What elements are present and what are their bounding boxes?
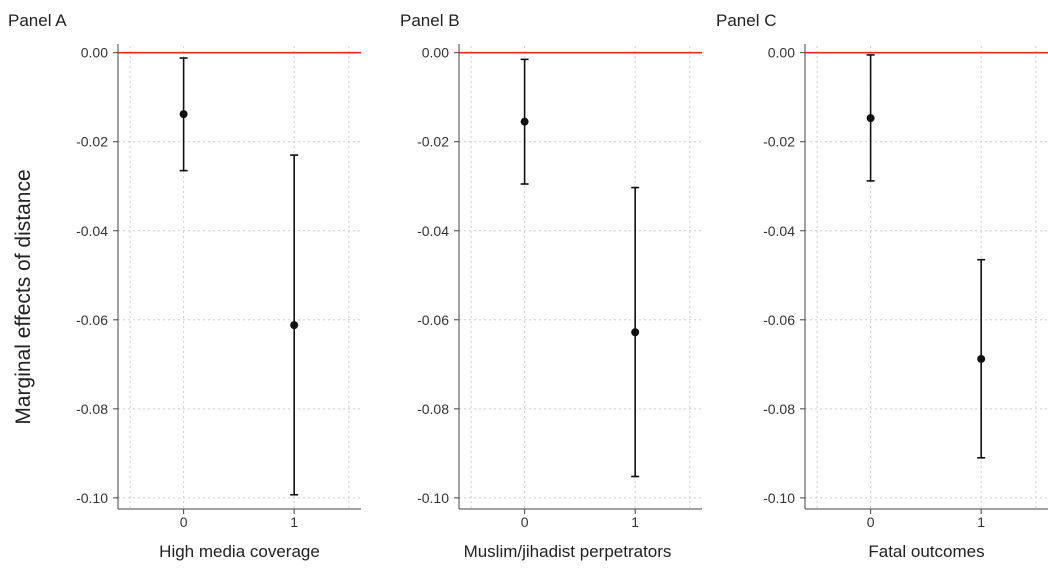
y-tick-label: -0.02	[76, 134, 108, 150]
x-tick-label: 0	[521, 514, 529, 530]
y-tick-label: -0.06	[76, 312, 108, 328]
y-tick-label: -0.04	[763, 223, 795, 239]
point-estimate	[631, 328, 640, 337]
panel-title: Panel B	[400, 11, 460, 30]
y-axis-label: Marginal effects of distance	[12, 169, 35, 424]
y-tick-label: -0.10	[763, 490, 795, 506]
y-tick-label: -0.02	[763, 134, 795, 150]
y-tick-label: -0.08	[763, 401, 795, 417]
x-tick-label: 1	[290, 514, 298, 530]
y-tick-label: -0.10	[76, 490, 108, 506]
x-axis-label: Fatal outcomes	[868, 542, 984, 561]
point-estimate	[520, 117, 529, 126]
y-tick-label: -0.06	[763, 312, 795, 328]
panel-b: Panel B 0.00 -0.02 -0.04 -0.06 -0.08 -0.10 0 1 Mu…	[400, 11, 702, 561]
panel-title: Panel A	[8, 11, 67, 30]
y-tick-label: -0.04	[417, 223, 449, 239]
point-estimate	[179, 110, 188, 119]
y-tick-label: -0.04	[76, 223, 108, 239]
y-tick-label: -0.08	[417, 401, 449, 417]
y-tick-label: -0.06	[417, 312, 449, 328]
x-tick-label: 1	[977, 514, 985, 530]
x-tick-label: 0	[867, 514, 875, 530]
y-tick-label: 0.00	[81, 45, 108, 61]
x-axis-label: Muslim/jihadist perpetrators	[464, 542, 672, 561]
point-estimate	[866, 114, 875, 123]
y-tick-label: -0.02	[417, 134, 449, 150]
x-axis-label: High media coverage	[159, 542, 320, 561]
y-tick-label: -0.08	[76, 401, 108, 417]
x-tick-label: 1	[631, 514, 639, 530]
y-tick-label: 0.00	[422, 45, 449, 61]
panel-a: Panel A 0.00 -0.02 -0.04 -0.06 -0.08 -0.10 0 1 Hi…	[8, 11, 361, 561]
point-estimate	[977, 354, 986, 363]
y-tick-label: 0.00	[768, 45, 795, 61]
panel-title: Panel C	[716, 11, 776, 30]
y-tick-label: -0.10	[417, 490, 449, 506]
point-estimate	[290, 321, 299, 330]
panel-c: Panel C 0.00 -0.02 -0.04 -0.06 -0.08 -0.10 0 1 Fa…	[716, 11, 1048, 561]
x-tick-label: 0	[180, 514, 188, 530]
